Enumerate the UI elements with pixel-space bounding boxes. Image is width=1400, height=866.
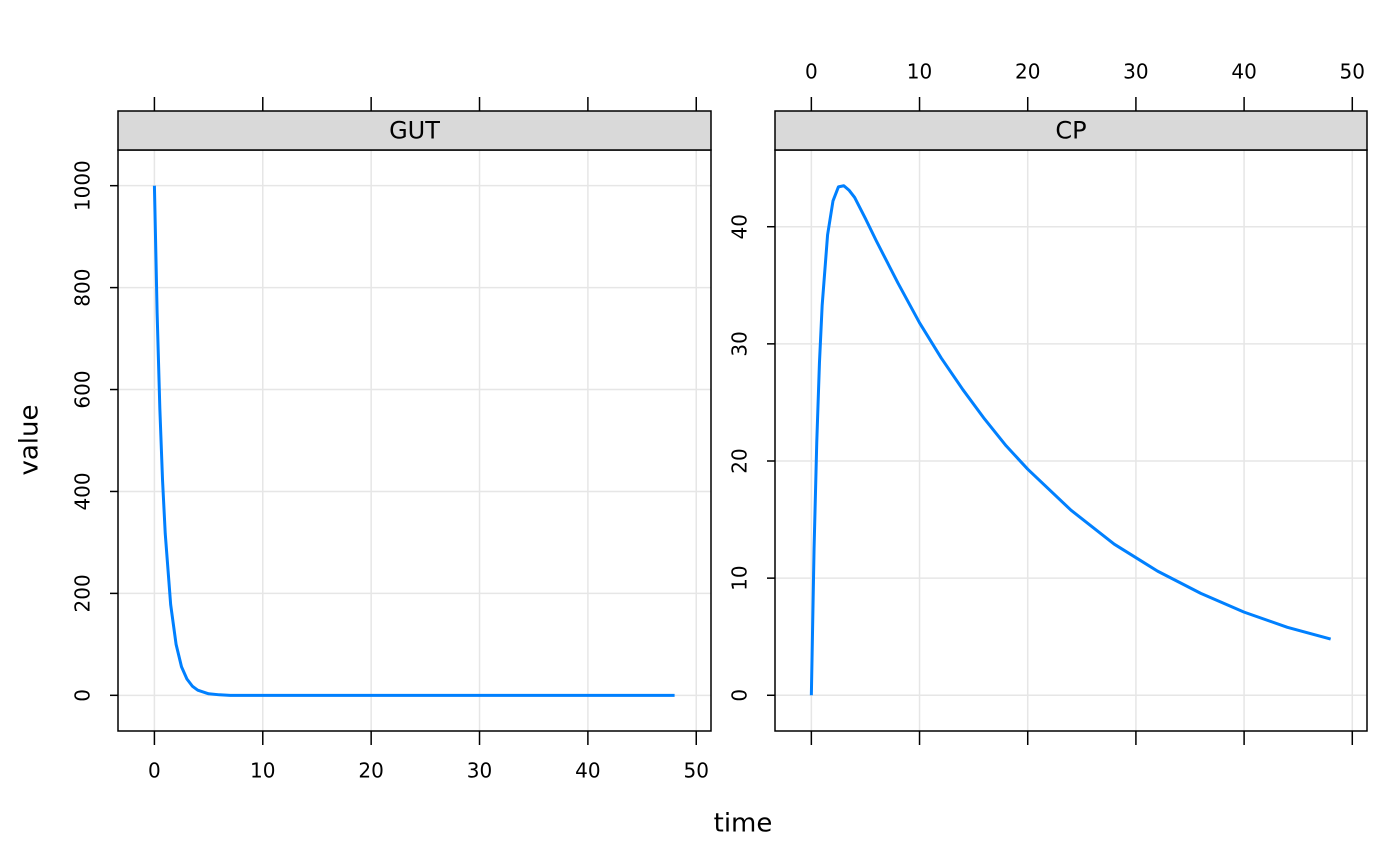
y-tick-label: 1000 (71, 160, 95, 211)
data-line (809, 184, 1332, 696)
x-tick-label: 30 (467, 759, 492, 783)
y-tick-label: 200 (71, 574, 95, 612)
y-tick-label: 800 (71, 269, 95, 307)
strip (117, 110, 712, 151)
x-tick-label: 0 (148, 759, 161, 783)
x-tick-label: 0 (805, 60, 818, 84)
y-tick-label: 10 (728, 565, 752, 590)
x-tick-label: 20 (1015, 60, 1040, 84)
x-tick-label: 40 (1231, 60, 1256, 84)
x-tick-label: 10 (250, 759, 275, 783)
x-tick-label: 30 (1123, 60, 1148, 84)
plot-frame (774, 149, 1368, 732)
y-tick-label: 20 (728, 448, 752, 473)
x-tick-label: 50 (684, 759, 709, 783)
x-tick-label: 40 (575, 759, 600, 783)
data-line (152, 185, 675, 697)
strip-title: GUT (389, 117, 440, 145)
y-tick-label: 40 (728, 214, 752, 239)
x-tick-label: 50 (1340, 60, 1365, 84)
x-axis-label: time (714, 809, 773, 839)
plot-frame (117, 149, 712, 732)
x-tick-label: 10 (907, 60, 932, 84)
y-tick-label: 0 (728, 689, 752, 702)
y-tick-label: 0 (71, 689, 95, 702)
y-tick-label: 400 (71, 472, 95, 510)
y-axis-label: value (15, 404, 45, 475)
strip-title: CP (1055, 117, 1086, 145)
y-tick-label: 30 (728, 331, 752, 356)
x-tick-label: 20 (358, 759, 383, 783)
y-tick-label: 600 (71, 370, 95, 408)
strip (774, 110, 1368, 151)
